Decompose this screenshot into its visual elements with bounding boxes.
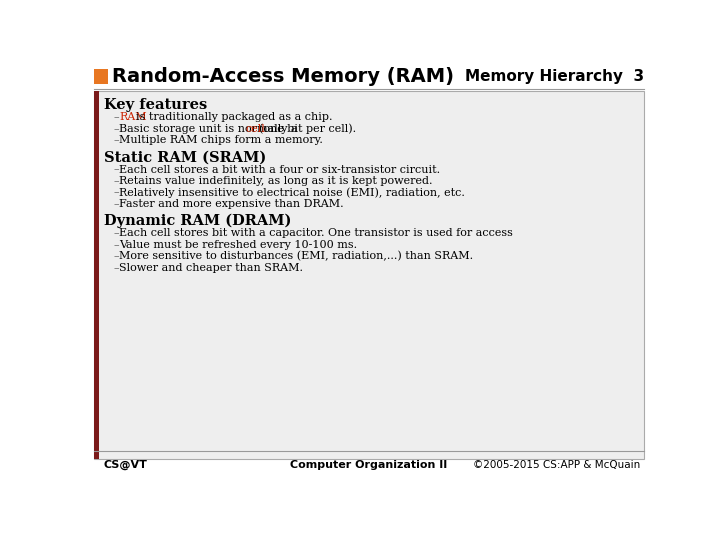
Text: (one bit per cell).: (one bit per cell).: [259, 124, 356, 134]
FancyBboxPatch shape: [94, 69, 108, 84]
Text: More sensitive to disturbances (EMI, radiation,...) than SRAM.: More sensitive to disturbances (EMI, rad…: [120, 251, 474, 262]
Text: cell: cell: [245, 124, 265, 134]
Text: –: –: [113, 199, 119, 209]
Text: Value must be refreshed every 10-100 ms.: Value must be refreshed every 10-100 ms.: [120, 240, 358, 250]
Text: Slower and cheaper than SRAM.: Slower and cheaper than SRAM.: [120, 263, 303, 273]
Text: CS@VT: CS@VT: [104, 460, 148, 470]
Text: –: –: [113, 124, 119, 134]
Text: –: –: [113, 176, 119, 186]
Text: Basic storage unit is normally a: Basic storage unit is normally a: [120, 124, 302, 134]
Text: –: –: [113, 252, 119, 261]
Text: –: –: [113, 165, 119, 174]
Text: Faster and more expensive than DRAM.: Faster and more expensive than DRAM.: [120, 199, 344, 209]
Text: Key features: Key features: [104, 98, 207, 112]
Text: –: –: [113, 187, 119, 198]
Text: is traditionally packaged as a chip.: is traditionally packaged as a chip.: [136, 112, 332, 122]
Text: Relatively insensitive to electrical noise (EMI), radiation, etc.: Relatively insensitive to electrical noi…: [120, 187, 465, 198]
Text: –: –: [113, 240, 119, 250]
Text: Retains value indefinitely, as long as it is kept powered.: Retains value indefinitely, as long as i…: [120, 176, 433, 186]
Text: –: –: [113, 135, 119, 145]
Text: ©2005-2015 CS:APP & McQuain: ©2005-2015 CS:APP & McQuain: [473, 460, 640, 470]
Text: Static RAM (SRAM): Static RAM (SRAM): [104, 150, 266, 164]
FancyBboxPatch shape: [94, 91, 644, 459]
Text: –: –: [113, 112, 119, 122]
FancyBboxPatch shape: [94, 91, 99, 459]
Text: Random-Access Memory (RAM): Random-Access Memory (RAM): [112, 67, 454, 86]
Text: Each cell stores a bit with a four or six-transistor circuit.: Each cell stores a bit with a four or si…: [120, 165, 441, 174]
Text: –: –: [113, 228, 119, 239]
Text: RAM: RAM: [120, 112, 147, 122]
Text: Memory Hierarchy  3: Memory Hierarchy 3: [465, 69, 644, 84]
Text: –: –: [113, 263, 119, 273]
Text: Each cell stores bit with a capacitor. One transistor is used for access: Each cell stores bit with a capacitor. O…: [120, 228, 513, 239]
Text: Multiple RAM chips form a memory.: Multiple RAM chips form a memory.: [120, 135, 323, 145]
Text: Dynamic RAM (DRAM): Dynamic RAM (DRAM): [104, 214, 292, 228]
Text: Computer Organization II: Computer Organization II: [290, 460, 448, 470]
